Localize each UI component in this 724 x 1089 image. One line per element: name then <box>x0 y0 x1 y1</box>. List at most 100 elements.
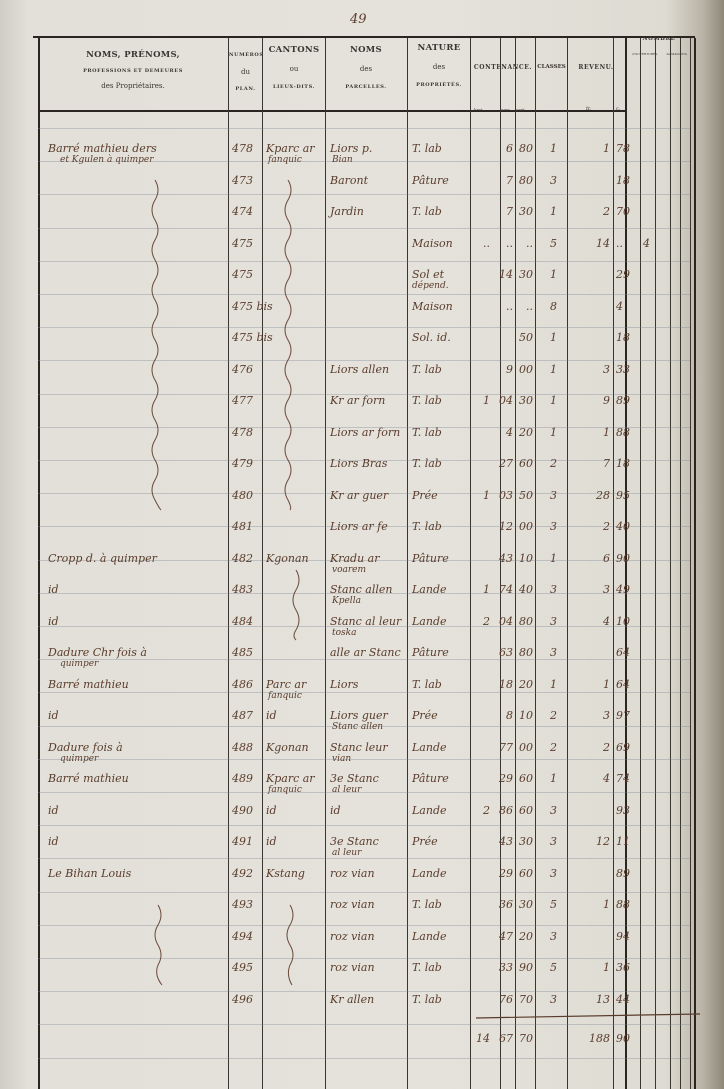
area-ares: 9 <box>506 362 513 376</box>
property-nature: Pâture <box>412 646 449 659</box>
header-bottom-border <box>38 110 626 112</box>
property-nature-cont: dépend. <box>412 281 449 291</box>
page-number: 49 <box>350 12 367 27</box>
revenue-centimes: .. <box>616 236 623 250</box>
parcel-name: Liors ar fe <box>330 520 388 533</box>
plan-number: 495 <box>232 961 253 974</box>
revenue-centimes: 29 <box>616 268 630 281</box>
row-rule <box>38 891 690 893</box>
unit-francs: fr. <box>586 106 592 112</box>
area-hectares: .. <box>483 236 490 250</box>
plan-number: 496 <box>232 992 253 1006</box>
parcel-name-cont: al leur <box>332 848 362 858</box>
column-rule <box>670 38 671 1089</box>
class: 3 <box>550 488 557 502</box>
unit-cent: cent. <box>516 107 527 112</box>
class: 2 <box>550 709 557 722</box>
property-nature: T. lab <box>412 425 442 439</box>
area-centiares: 50 <box>519 331 533 344</box>
class: 2 <box>550 740 557 754</box>
area-hectares: 1 <box>483 488 490 502</box>
area-ares: 04 <box>499 614 513 628</box>
property-nature: T. lab <box>412 992 442 1006</box>
canton-cont: fanquic <box>268 785 302 795</box>
plan-number: 481 <box>232 520 253 533</box>
class: 1 <box>550 551 557 565</box>
header-owners-line: PROFESSIONS ET DEMEURES <box>83 68 183 75</box>
owner-name: Dadure fois à <box>48 740 123 754</box>
property-nature: T. lab <box>412 677 442 691</box>
parcel-name: Liors allen <box>330 362 390 376</box>
plan-number: 478 <box>232 142 253 155</box>
parcel-name: alle ar Stanc <box>330 646 401 659</box>
parcel-name: 3e Stanc <box>330 772 379 785</box>
header-classes: CLASSES <box>536 64 567 71</box>
area-centiares: 50 <box>519 488 533 502</box>
property-nature: T. lab <box>412 961 442 974</box>
area-ares: 12 <box>499 520 513 533</box>
header-line: CLASSES <box>537 64 566 70</box>
revenue-centimes: 93 <box>616 803 630 817</box>
parcel-name-cont: Stanc allen <box>332 722 384 732</box>
plan-number: 475 bis <box>232 331 273 344</box>
area-ares: .. <box>506 299 513 313</box>
column-rule <box>262 38 263 1089</box>
class: 3 <box>550 866 557 880</box>
plan-number: 475 <box>232 268 253 281</box>
area-ares: 29 <box>499 772 513 785</box>
area-centiares: 80 <box>519 646 533 659</box>
row-rule <box>38 227 690 229</box>
parcel-name: Kradu ar <box>330 551 380 565</box>
revenue-centimes: 78 <box>616 142 630 155</box>
row-rule <box>38 626 690 627</box>
area-hectares: 2 <box>483 614 490 628</box>
parcel-name: id <box>330 803 341 817</box>
revenue-centimes: 10 <box>616 614 630 628</box>
revenue-francs: 14 <box>596 236 610 250</box>
owner-name: id <box>48 583 59 596</box>
revenue-centimes: 88 <box>616 898 630 911</box>
area-ares: 43 <box>499 835 513 848</box>
plan-number: 485 <box>232 646 253 659</box>
revenue-francs: 3 <box>603 709 610 722</box>
property-nature: Lande <box>412 803 447 817</box>
area-centiares: 30 <box>519 394 533 407</box>
header-line: PARCELLES. <box>345 83 387 90</box>
area-ares: 29 <box>499 866 513 880</box>
parcel-name: Liors ar forn <box>330 425 401 439</box>
ditto-brace-canton-2 <box>292 569 300 641</box>
revenue-centimes: 44 <box>616 992 630 1006</box>
row-rule <box>38 1024 690 1026</box>
owner-name: id <box>48 835 59 848</box>
revenue-francs: 1 <box>603 677 610 691</box>
class: 3 <box>550 583 557 596</box>
plan-number: 477 <box>232 394 253 407</box>
area-ares: 4 <box>506 425 513 439</box>
canton: id <box>266 709 277 722</box>
owner-name: Dadure Chr fois à <box>48 646 147 659</box>
plan-number: 487 <box>232 709 253 722</box>
plan-number: 482 <box>232 551 253 565</box>
column-rule <box>694 38 696 1089</box>
ditto-brace-owner <box>151 179 162 511</box>
header-line: du <box>241 68 250 76</box>
row-rule <box>38 360 690 362</box>
canton-cont: fanquic <box>268 155 302 165</box>
class: 3 <box>550 520 557 533</box>
area-centiares: 30 <box>519 268 533 281</box>
column-rule <box>325 38 326 1089</box>
revenue-francs: 1 <box>603 425 610 439</box>
class: 3 <box>550 614 557 628</box>
header-parcels: NOMS des PARCELLES. <box>326 45 406 90</box>
property-nature: Maison <box>412 299 453 313</box>
revenue-centimes: 89 <box>616 866 630 880</box>
area-centiares: 70 <box>519 992 533 1006</box>
row-rule <box>38 294 690 295</box>
column-rule <box>567 38 568 1089</box>
revenue-francs: 13 <box>596 992 610 1006</box>
revenue-francs: 1 <box>603 142 610 155</box>
revenue-centimes: 18 <box>616 173 630 187</box>
class: 1 <box>550 677 557 691</box>
area-centiares: .. <box>526 299 533 313</box>
